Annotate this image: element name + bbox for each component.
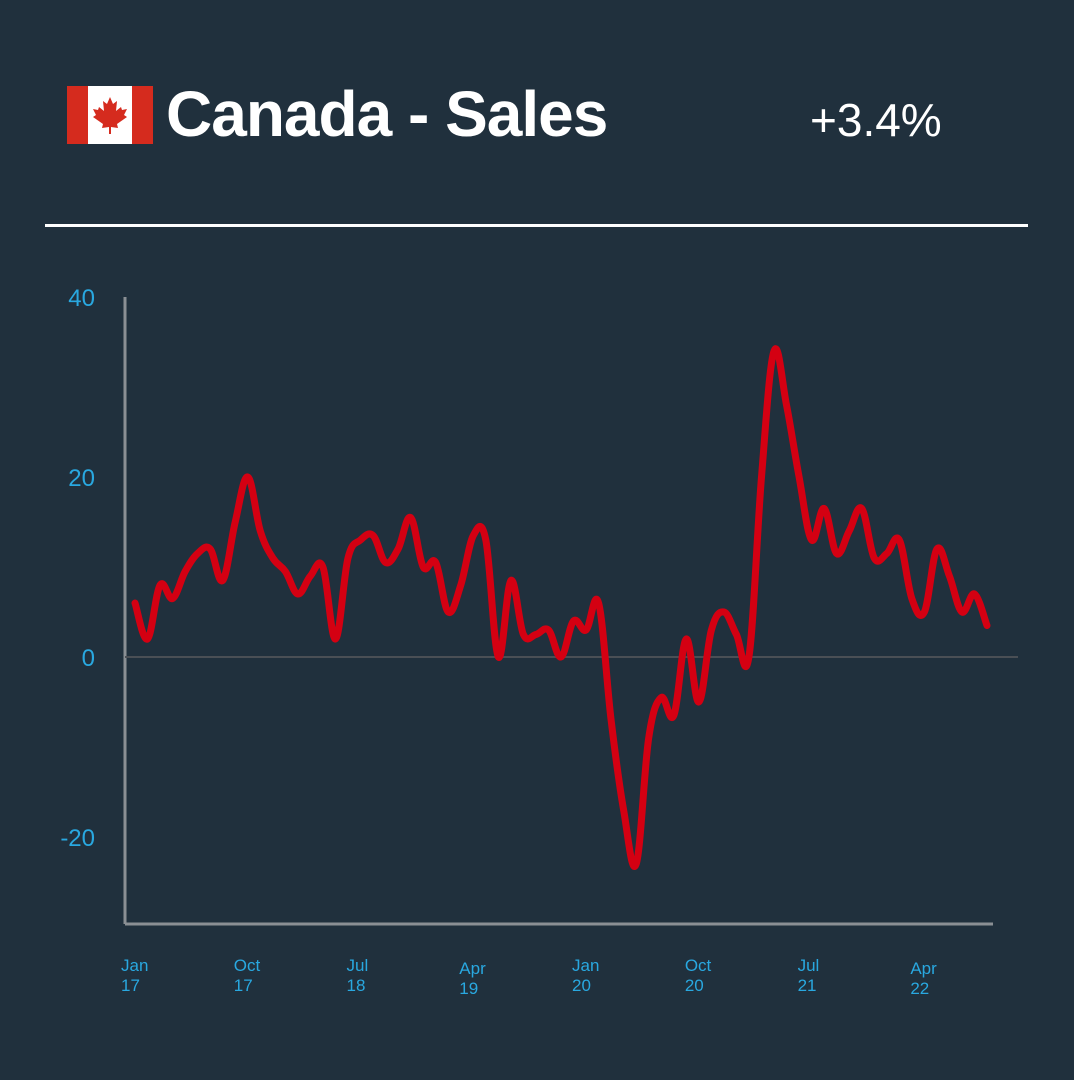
page-title: Canada - Sales: [166, 78, 608, 150]
x-tick-label-month: Jan: [121, 956, 148, 975]
x-tick-label-month: Apr: [459, 959, 486, 978]
header-divider: [45, 224, 1028, 227]
y-tick-label: 0: [82, 645, 95, 672]
x-tick-label-month: Jul: [347, 956, 369, 975]
x-tick-label-year: 20: [572, 976, 591, 995]
x-tick-label-month: Apr: [910, 959, 937, 978]
y-tick-label: 40: [68, 285, 95, 312]
x-tick-label-year: 20: [685, 976, 704, 995]
change-percent: +3.4%: [810, 94, 942, 146]
x-tick-label-year: 17: [234, 976, 253, 995]
x-tick-label-year: 19: [459, 979, 478, 998]
x-tick-label-month: Oct: [685, 956, 712, 975]
x-tick-label-month: Oct: [234, 956, 261, 975]
x-tick-label-year: 22: [910, 979, 929, 998]
x-tick-label-month: Jan: [572, 956, 599, 975]
y-tick-label: -20: [60, 825, 95, 852]
series-line: [131, 345, 991, 870]
canada-flag-icon: [67, 86, 153, 144]
x-tick-label-year: 17: [121, 976, 140, 995]
x-tick-label-year: 18: [347, 976, 366, 995]
y-tick-label: 20: [68, 465, 95, 492]
x-tick-label-month: Jul: [798, 956, 820, 975]
x-tick-label-year: 21: [798, 976, 817, 995]
